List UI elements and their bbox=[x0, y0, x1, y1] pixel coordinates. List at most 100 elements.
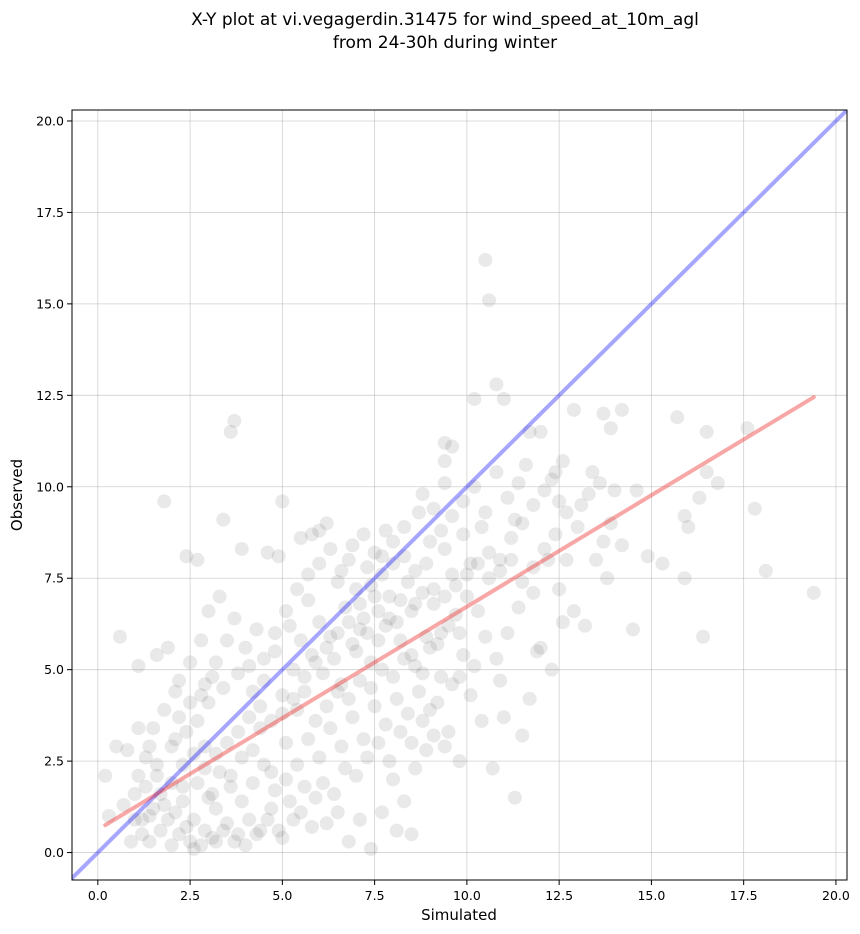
data-point bbox=[216, 823, 231, 838]
data-point bbox=[375, 662, 389, 677]
data-point bbox=[356, 732, 371, 747]
data-point bbox=[297, 684, 312, 699]
y-axis-label: Observed bbox=[8, 459, 26, 531]
y-tick-label: 12.5 bbox=[36, 388, 64, 403]
data-point bbox=[286, 691, 301, 706]
data-point bbox=[456, 527, 471, 542]
data-point bbox=[223, 768, 238, 783]
data-point bbox=[245, 743, 260, 758]
y-axis-ticks: 0.0 2.5 5.0 7.5 10.0 12.5 15.0 17.5 20.0 bbox=[36, 113, 72, 860]
data-point bbox=[441, 724, 456, 739]
data-point bbox=[197, 739, 212, 754]
data-point bbox=[378, 717, 393, 732]
data-point bbox=[197, 677, 212, 692]
data-point bbox=[559, 552, 574, 567]
data-point bbox=[197, 823, 212, 838]
data-point bbox=[375, 549, 389, 564]
data-point bbox=[430, 637, 445, 652]
data-point bbox=[231, 666, 246, 681]
data-point bbox=[747, 501, 762, 516]
data-point bbox=[448, 578, 463, 593]
data-point bbox=[482, 571, 497, 586]
data-point bbox=[437, 541, 452, 556]
data-point bbox=[149, 757, 164, 772]
data-point bbox=[160, 640, 175, 655]
data-point bbox=[581, 487, 596, 502]
data-point bbox=[596, 534, 611, 549]
data-point bbox=[127, 812, 142, 827]
data-point bbox=[452, 754, 467, 769]
data-point bbox=[434, 669, 449, 684]
data-point bbox=[319, 699, 334, 714]
data-point bbox=[352, 596, 367, 611]
data-point bbox=[242, 710, 257, 725]
data-point bbox=[363, 655, 378, 670]
data-point bbox=[183, 655, 198, 670]
data-point bbox=[175, 779, 190, 794]
data-point bbox=[537, 541, 552, 556]
data-point bbox=[456, 494, 471, 509]
data-point bbox=[493, 563, 508, 578]
data-point bbox=[234, 750, 249, 765]
data-point bbox=[146, 801, 161, 816]
data-point bbox=[138, 750, 153, 765]
data-point bbox=[559, 505, 574, 520]
x-axis-label: Simulated bbox=[421, 906, 497, 924]
data-point bbox=[478, 505, 493, 520]
data-point bbox=[363, 578, 378, 593]
data-point bbox=[426, 582, 441, 597]
data-point bbox=[179, 724, 194, 739]
data-point bbox=[541, 552, 556, 567]
data-point bbox=[242, 812, 257, 827]
data-point bbox=[419, 556, 434, 571]
data-point bbox=[489, 465, 504, 480]
data-point bbox=[474, 520, 489, 535]
data-point bbox=[437, 435, 452, 450]
data-point bbox=[183, 695, 198, 710]
data-point bbox=[382, 611, 397, 626]
data-point bbox=[275, 688, 290, 703]
data-point bbox=[146, 721, 161, 736]
data-point bbox=[434, 626, 449, 641]
data-point bbox=[293, 805, 308, 820]
y-tick-label: 7.5 bbox=[44, 571, 64, 586]
data-point bbox=[334, 563, 349, 578]
data-point bbox=[386, 556, 401, 571]
data-point bbox=[172, 827, 187, 842]
data-point bbox=[312, 750, 327, 765]
data-point bbox=[806, 585, 821, 600]
data-point bbox=[253, 699, 268, 714]
data-point bbox=[422, 640, 437, 655]
data-point bbox=[264, 713, 279, 728]
data-point bbox=[408, 761, 423, 776]
data-point bbox=[404, 648, 419, 663]
data-point bbox=[290, 582, 305, 597]
data-point bbox=[422, 702, 437, 717]
data-point bbox=[267, 783, 282, 798]
data-point bbox=[253, 721, 268, 736]
y-tick-label: 2.5 bbox=[44, 754, 64, 769]
data-point bbox=[526, 498, 541, 513]
data-point bbox=[555, 454, 570, 469]
data-point bbox=[437, 476, 452, 491]
data-point bbox=[172, 710, 187, 725]
data-point bbox=[437, 454, 452, 469]
data-point bbox=[496, 391, 511, 406]
data-point bbox=[470, 604, 485, 619]
data-point bbox=[537, 483, 552, 498]
data-point bbox=[600, 571, 615, 586]
x-tick-label: 15.0 bbox=[637, 888, 665, 903]
data-point bbox=[677, 509, 692, 524]
data-point bbox=[186, 841, 201, 856]
data-point bbox=[275, 706, 290, 721]
data-point bbox=[493, 673, 508, 688]
chart-title-line-1: X-Y plot at vi.vegagerdin.31475 for wind… bbox=[191, 10, 699, 30]
data-point bbox=[419, 743, 434, 758]
data-point bbox=[356, 527, 371, 542]
data-point bbox=[212, 589, 227, 604]
data-point bbox=[467, 391, 482, 406]
data-point bbox=[566, 604, 581, 619]
data-point bbox=[411, 684, 426, 699]
data-point bbox=[323, 629, 338, 644]
